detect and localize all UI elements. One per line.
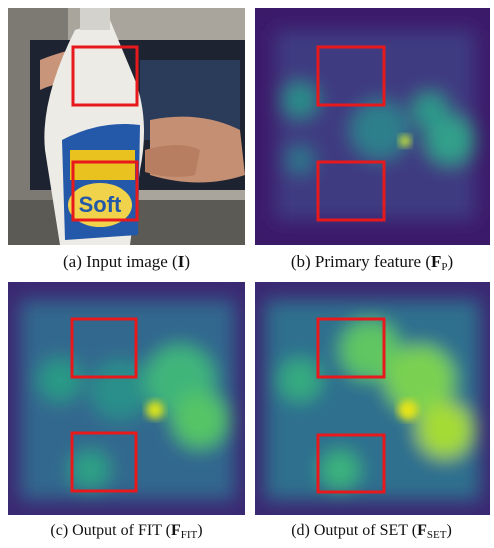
caption-close: ) — [448, 252, 454, 271]
caption-text: (b) Primary feature ( — [291, 252, 431, 271]
caption-close: ) — [197, 522, 202, 539]
caption-close: ) — [184, 252, 190, 271]
caption-close: ) — [446, 522, 451, 539]
figure: Soft — [0, 0, 494, 548]
caption: (a) Input image (I) — [8, 252, 245, 272]
caption: (c) Output of FIT (FFIT) — [4, 522, 249, 541]
heatmap-set — [255, 282, 490, 515]
heatmap-primary — [255, 8, 490, 245]
caption-subscript: FIT — [181, 529, 198, 541]
caption-text: (c) Output of FIT ( — [50, 522, 171, 539]
caption-subscript: SET — [427, 529, 447, 541]
bottle-logo: Soft — [79, 192, 122, 217]
heatmap-fit — [8, 282, 245, 515]
caption-symbol: F — [171, 522, 181, 539]
caption-text: (a) Input image ( — [63, 252, 178, 271]
input-image: Soft — [8, 8, 245, 245]
caption-symbol: F — [431, 252, 441, 271]
caption: (b) Primary feature (FP) — [252, 252, 492, 273]
caption-symbol: F — [417, 522, 427, 539]
figure-images: Soft — [0, 0, 494, 548]
caption: (d) Output of SET (FSET) — [249, 522, 494, 541]
caption-text: (d) Output of SET ( — [291, 522, 417, 539]
